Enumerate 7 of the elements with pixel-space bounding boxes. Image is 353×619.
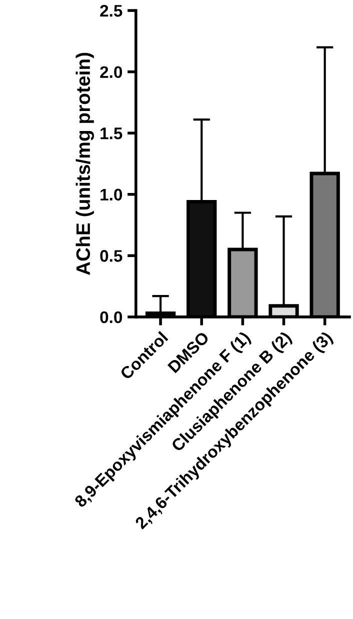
- y-axis-title: AChE (units/mg protein): [76, 52, 94, 276]
- y-tick-label: 1.0: [100, 188, 122, 201]
- y-tick-label: 2.5: [100, 4, 122, 17]
- y-tick-label: 0.5: [100, 250, 122, 262]
- y-tick-label: 0.0: [100, 311, 122, 324]
- y-tick-label: 1.5: [100, 128, 122, 140]
- y-tick-label: 2.0: [100, 66, 122, 78]
